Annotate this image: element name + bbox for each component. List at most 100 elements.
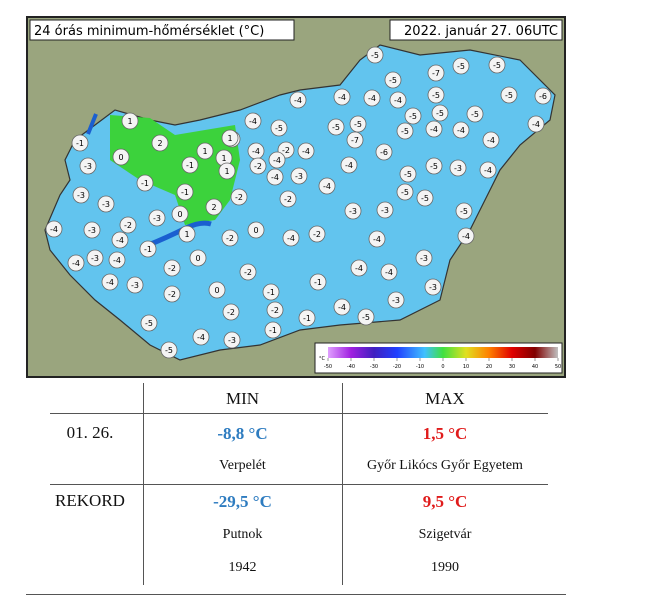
min-value: -8,8 °C (217, 424, 268, 443)
max-place: Szigetvár (418, 527, 472, 542)
station-value: -1 (267, 288, 275, 297)
station-marker (86, 249, 104, 267)
station-marker (308, 225, 326, 243)
min-place: Verpelét (219, 458, 266, 473)
legend-tick-label: 20 (486, 364, 492, 370)
station-value: -3 (381, 206, 389, 215)
station-marker (396, 183, 414, 201)
station-value: -5 (401, 188, 409, 197)
station-marker (346, 131, 364, 149)
table-rule (26, 594, 566, 595)
station-value: -2 (124, 221, 132, 230)
station-value: -4 (487, 136, 495, 145)
station-marker (399, 165, 417, 183)
max-place: Győr Likócs Győr Egyetem (367, 458, 523, 473)
station-value: -4 (113, 256, 121, 265)
station-marker (79, 157, 97, 175)
min-value: -29,5 °C (213, 492, 272, 511)
station-marker (500, 86, 518, 104)
station-marker (268, 151, 286, 169)
header-max: MAX (425, 389, 465, 408)
station-marker (482, 131, 500, 149)
station-marker (264, 321, 282, 339)
station-marker (404, 107, 422, 125)
station-value: -4 (273, 156, 281, 165)
station-value: -4 (385, 268, 393, 277)
station-marker (178, 225, 196, 243)
station-value: -5 (401, 127, 409, 136)
station-value: -3 (392, 296, 400, 305)
station-marker (282, 229, 300, 247)
legend-unit: °C (319, 356, 326, 362)
station-value: -4 (302, 147, 310, 156)
station-value: -3 (429, 283, 437, 292)
station-value: -3 (349, 207, 357, 216)
station-value: -1 (269, 326, 277, 335)
station-marker (452, 57, 470, 75)
station-marker (171, 205, 189, 223)
min-year: 1942 (228, 560, 257, 575)
station-marker (136, 174, 154, 192)
station-value: 0 (253, 226, 258, 235)
map: 24 órás minimum-hőmérséklet (°C) 2022. j… (26, 16, 566, 378)
max-value: 1,5 °C (422, 424, 468, 443)
station-marker (363, 89, 381, 107)
legend-tick-label: 50 (555, 364, 561, 370)
station-marker (244, 112, 262, 130)
station-marker (72, 186, 90, 204)
station-value: -4 (484, 166, 492, 175)
station-value: -7 (432, 69, 440, 78)
station-value: -5 (493, 61, 501, 70)
station-marker (97, 195, 115, 213)
station-value: 1 (202, 147, 207, 156)
station-value: 1 (227, 134, 232, 143)
station-value: -1 (186, 161, 194, 170)
station-value: -4 (106, 278, 114, 287)
station-marker (297, 142, 315, 160)
station-value: -5 (145, 319, 153, 328)
max-year: 1990 (431, 560, 459, 575)
station-value: -3 (295, 172, 303, 181)
station-marker (230, 188, 248, 206)
station-marker (249, 157, 267, 175)
station-marker (424, 278, 442, 296)
station-value: -5 (409, 112, 417, 121)
station-marker (289, 91, 307, 109)
station-value: -5 (436, 109, 444, 118)
legend-tick-label: 30 (509, 364, 515, 370)
station-value: 1 (127, 117, 132, 126)
station-value: -6 (539, 92, 547, 101)
station-marker (340, 156, 358, 174)
station-value: 0 (118, 153, 123, 162)
station-value: -3 (91, 254, 99, 263)
station-value: -4 (287, 234, 295, 243)
station-value: -4 (373, 235, 381, 244)
station-marker (534, 87, 552, 105)
station-value: -5 (371, 51, 379, 60)
station-value: -5 (362, 313, 370, 322)
station-value: -3 (228, 336, 236, 345)
lake (86, 113, 98, 135)
station-marker (452, 121, 470, 139)
station-marker (350, 259, 368, 277)
station-marker (366, 46, 384, 64)
station-marker (223, 331, 241, 349)
station-marker (192, 328, 210, 346)
station-value: -2 (168, 264, 176, 273)
station-value: -4 (355, 264, 363, 273)
station-marker (396, 122, 414, 140)
station-value: -1 (303, 314, 311, 323)
station-marker (119, 216, 137, 234)
station-marker (298, 309, 316, 327)
station-marker (455, 202, 473, 220)
station-value: 2 (211, 203, 216, 212)
header-min: MIN (225, 389, 260, 408)
station-marker (181, 156, 199, 174)
station-marker (196, 142, 214, 160)
station-marker (318, 177, 336, 195)
station-marker (126, 276, 144, 294)
station-marker (148, 209, 166, 227)
station-value: -4 (252, 147, 260, 156)
colorbar (328, 347, 558, 358)
station-marker (333, 298, 351, 316)
